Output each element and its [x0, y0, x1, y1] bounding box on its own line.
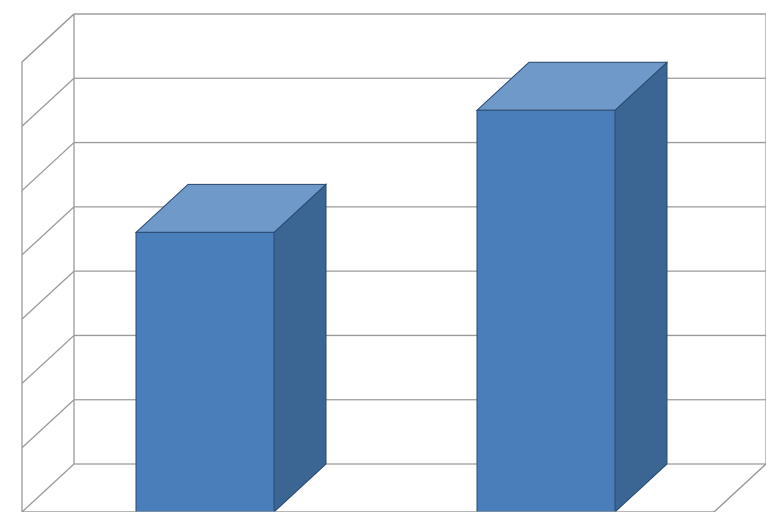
bar-0: [136, 184, 326, 512]
bar-1: [477, 62, 667, 512]
bar-chart-3d: [0, 0, 766, 512]
